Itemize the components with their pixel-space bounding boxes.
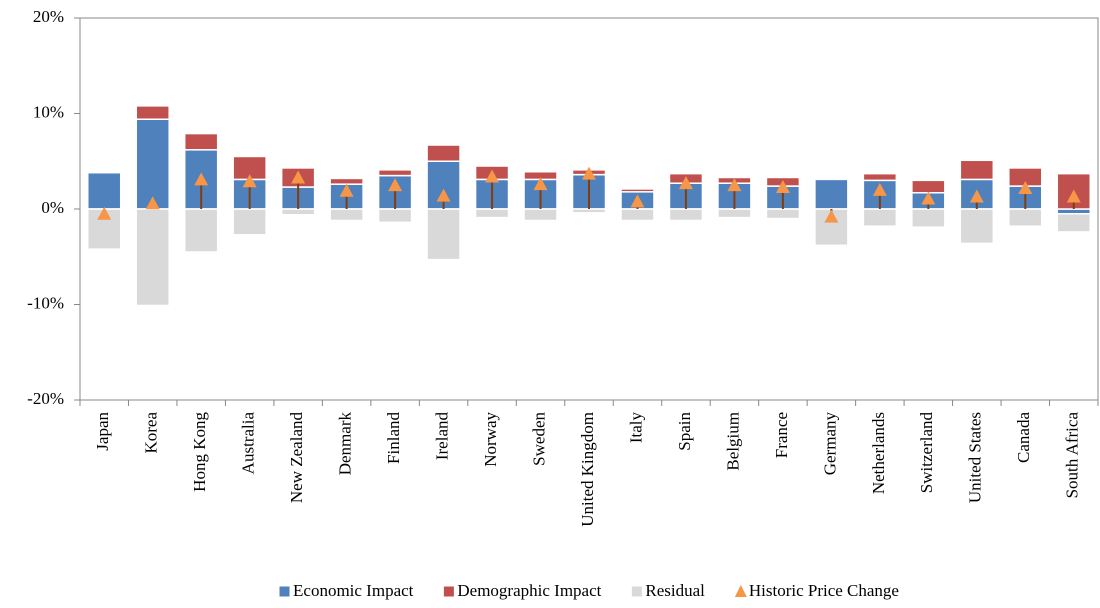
legend-label: Residual (645, 581, 705, 600)
legend-label: Historic Price Change (749, 581, 899, 600)
legend-swatch (734, 585, 747, 597)
bar (1056, 213, 1091, 233)
x-tick-label: Spain (675, 412, 694, 451)
y-tick-label: 20% (33, 7, 64, 26)
y-tick-label: -20% (27, 389, 64, 408)
marker (436, 188, 451, 202)
legend-swatch (442, 585, 455, 598)
x-tick-label: Italy (626, 412, 645, 444)
bar (862, 208, 898, 227)
bar (814, 178, 849, 210)
marker (921, 191, 936, 205)
bar (523, 208, 558, 222)
bar (911, 208, 946, 228)
bar (765, 208, 801, 220)
marker (824, 209, 839, 223)
marker (97, 206, 112, 220)
bar (474, 208, 510, 219)
x-tick-label: Denmark (336, 412, 355, 476)
bar (329, 208, 364, 222)
legend-swatch (630, 585, 643, 598)
marker (678, 176, 693, 190)
bar (668, 208, 704, 222)
legend: Economic Impact Demographic Impact Residua… (278, 581, 899, 600)
bar (280, 208, 316, 216)
bar (377, 169, 413, 177)
bar (135, 208, 170, 307)
x-tick-label: South Africa (1063, 412, 1082, 499)
marker (872, 182, 887, 196)
x-tick-label: Finland (384, 412, 403, 464)
x-tick-label: United States (966, 412, 985, 503)
marker (194, 172, 209, 186)
bar (329, 177, 364, 185)
x-tick-label: Netherlands (869, 412, 888, 494)
bar (426, 144, 461, 162)
marker (969, 189, 984, 203)
bar (426, 208, 461, 261)
y-tick-label: 0% (41, 198, 64, 217)
bar (135, 118, 170, 210)
x-tick-label: Ireland (432, 412, 451, 461)
x-tick-label: Australia (239, 412, 258, 475)
bar (862, 172, 898, 182)
bar (377, 208, 413, 224)
y-tick-label: -10% (27, 293, 64, 312)
x-tick-label: Canada (1014, 412, 1033, 463)
x-tick-label: Korea (142, 412, 161, 454)
marker (1018, 180, 1033, 194)
marker (291, 170, 306, 184)
legend-item: Residual (630, 581, 705, 600)
x-tick-label: Hong Kong (190, 412, 209, 492)
x-tick-label: New Zealand (287, 412, 306, 504)
bar (959, 159, 995, 181)
legend-item: Demographic Impact (442, 581, 602, 600)
x-tick-label: Belgium (723, 412, 742, 471)
marker (727, 178, 742, 192)
x-tick-label: Sweden (529, 412, 548, 466)
x-tick-label: Japan (93, 412, 112, 451)
bar (135, 105, 170, 120)
x-tick-label: Germany (820, 412, 839, 476)
marker (775, 179, 790, 193)
bar (183, 208, 219, 253)
legend-item: Historic Price Change (734, 581, 899, 600)
marker (339, 183, 354, 197)
y-tick-label: 10% (33, 102, 64, 121)
bar (814, 208, 849, 247)
x-tick-label: Switzerland (917, 412, 936, 494)
marker (145, 196, 160, 210)
bar (717, 208, 752, 219)
marker (388, 178, 403, 192)
marker (582, 166, 596, 180)
marker (533, 177, 548, 191)
bar (571, 208, 607, 214)
x-tick-label: United Kingdom (578, 412, 597, 527)
bar (620, 208, 655, 222)
marker (242, 174, 257, 188)
bar (183, 132, 219, 151)
bar (911, 179, 946, 194)
marker (630, 194, 645, 208)
marker (485, 169, 500, 183)
bar (620, 188, 655, 193)
legend-swatch (278, 585, 291, 598)
marker (1066, 189, 1081, 203)
x-tick-label: Norway (481, 412, 500, 467)
legend-item: Economic Impact (278, 581, 414, 600)
bar (959, 208, 995, 245)
legend-label: Demographic Impact (457, 581, 601, 600)
legend-label: Economic Impact (293, 581, 414, 600)
bar (87, 171, 122, 210)
bar (232, 208, 267, 236)
x-tick-label: France (772, 412, 791, 458)
bar (1008, 208, 1043, 227)
